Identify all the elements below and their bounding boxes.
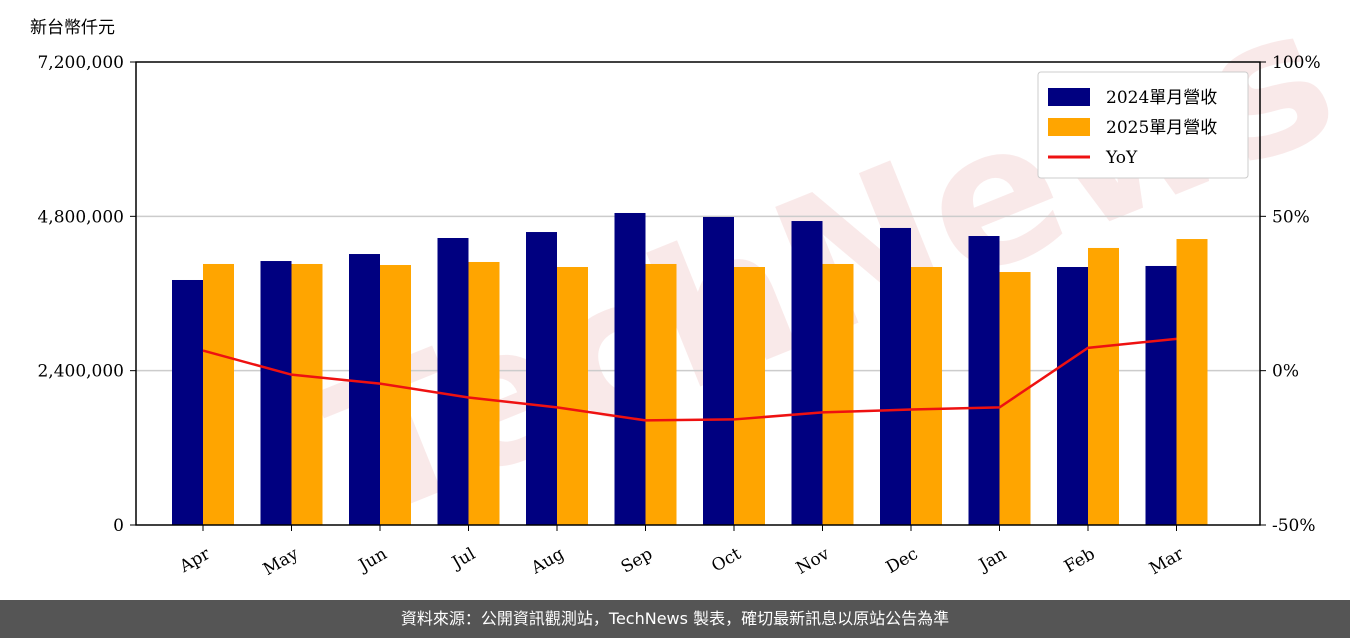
x-tick-label: Dec	[883, 544, 922, 578]
y2-tick-label: 100%	[1272, 53, 1321, 73]
x-tick-label: Jul	[447, 544, 479, 574]
bar	[260, 261, 292, 525]
x-tick-label: Aug	[527, 544, 568, 579]
bar	[645, 263, 677, 525]
bar	[734, 267, 765, 525]
y2-tick-label: -50%	[1272, 516, 1316, 536]
source-note: 資料來源：公開資訊觀測站，TechNews 製表，確切最新訊息以原站公告為準	[401, 609, 949, 628]
bar	[349, 254, 380, 525]
bar	[703, 216, 734, 526]
bar	[999, 272, 1031, 525]
x-tick-label: Mar	[1146, 544, 1188, 580]
legend-label: YoY	[1105, 148, 1138, 168]
y-axis-label: 新台幣仟元	[30, 18, 115, 38]
y-tick-label: 2,400,000	[37, 362, 124, 382]
legend-label: 2025單月營收	[1106, 118, 1217, 138]
legend-swatch	[1048, 118, 1090, 136]
bar	[557, 267, 588, 525]
x-tick-label: Feb	[1061, 544, 1099, 577]
bar	[1088, 247, 1119, 525]
bar	[968, 236, 1000, 525]
plot-frame	[135, 61, 1261, 526]
legend-swatch	[1048, 88, 1090, 106]
x-tick-label: Nov	[793, 544, 833, 579]
bar	[203, 263, 234, 525]
bar	[614, 212, 646, 525]
bar	[437, 238, 469, 525]
bar	[468, 261, 500, 525]
bar	[791, 221, 823, 525]
legend: 2024單月營收 2025單月營收 YoY	[1037, 71, 1249, 179]
bar	[1057, 267, 1088, 525]
bar	[380, 265, 411, 525]
bar	[1145, 265, 1177, 525]
bar	[911, 267, 942, 525]
bar	[822, 263, 854, 525]
bar	[172, 279, 203, 525]
footer-bar	[0, 600, 1350, 638]
bar	[1176, 239, 1208, 525]
y2-tick-label: 50%	[1272, 207, 1310, 227]
y-tick-label: 7,200,000	[37, 53, 124, 73]
bar	[880, 227, 911, 525]
bar	[526, 232, 557, 525]
x-tick-label: May	[260, 544, 303, 580]
x-tick-label: Apr	[176, 544, 215, 578]
x-tick-label: Jan	[974, 544, 1010, 576]
legend-box	[1037, 71, 1249, 179]
yoy-line	[202, 337, 1177, 422]
y-tick-label: 4,800,000	[37, 207, 124, 227]
bar	[291, 263, 323, 525]
x-tick-label: Sep	[618, 544, 656, 578]
x-tick-label: Oct	[708, 544, 744, 577]
y2-tick-label: 0%	[1272, 362, 1299, 382]
y-tick-label: 0	[113, 516, 124, 536]
legend-label: 2024單月營收	[1106, 88, 1217, 108]
